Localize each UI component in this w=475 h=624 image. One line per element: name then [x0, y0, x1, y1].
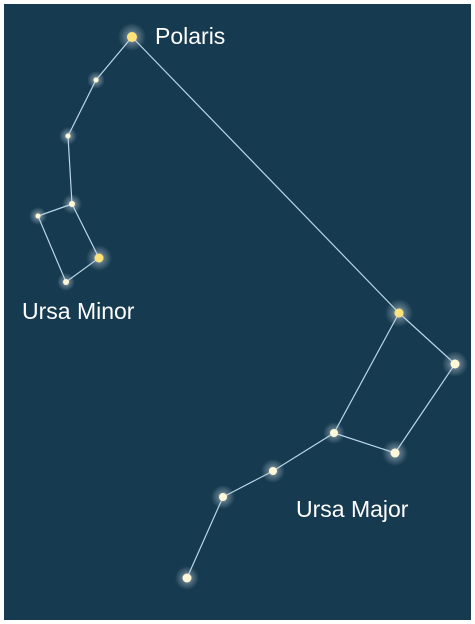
- star: [62, 194, 82, 214]
- star: [211, 485, 235, 509]
- star: [382, 440, 408, 466]
- star: [86, 245, 112, 271]
- star: [385, 299, 413, 327]
- star: [175, 566, 199, 590]
- star: [442, 351, 468, 377]
- star: [87, 71, 105, 89]
- star: [323, 422, 345, 444]
- star: [118, 23, 146, 51]
- star: [261, 459, 285, 483]
- star: [29, 207, 47, 225]
- star: [59, 127, 77, 145]
- constellation-diagram: Polaris Ursa Minor Ursa Major: [0, 0, 475, 624]
- constellation-label: Ursa Minor: [22, 298, 135, 324]
- star: [57, 273, 75, 291]
- star-label: Polaris: [155, 23, 225, 49]
- constellation-label: Ursa Major: [296, 496, 409, 522]
